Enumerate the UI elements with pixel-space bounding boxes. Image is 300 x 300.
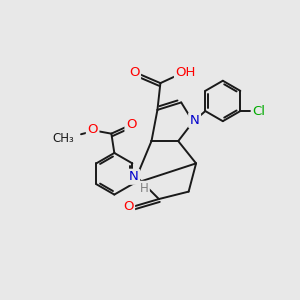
Text: Cl: Cl: [252, 105, 265, 118]
Text: O: O: [87, 123, 98, 136]
Text: O: O: [129, 66, 140, 79]
Text: OH: OH: [176, 66, 196, 79]
Text: O: O: [123, 200, 134, 213]
Text: N: N: [190, 114, 200, 127]
Text: H: H: [140, 182, 148, 195]
Text: N: N: [129, 170, 139, 183]
Text: CH₃: CH₃: [52, 132, 74, 145]
Text: O: O: [126, 118, 136, 131]
